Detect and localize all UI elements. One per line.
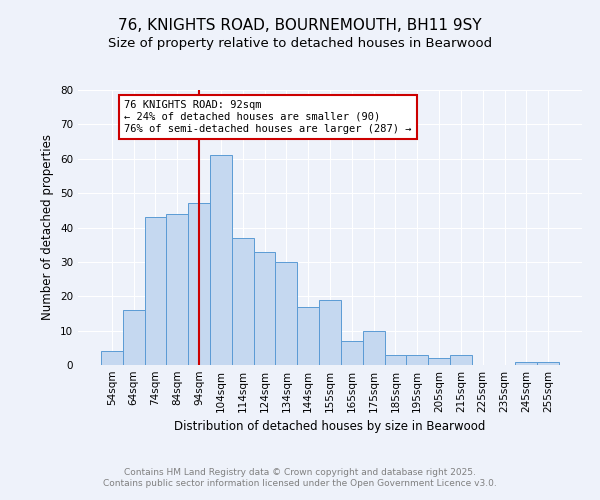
- X-axis label: Distribution of detached houses by size in Bearwood: Distribution of detached houses by size …: [175, 420, 485, 434]
- Bar: [210, 156, 232, 365]
- Bar: [537, 362, 559, 365]
- Y-axis label: Number of detached properties: Number of detached properties: [41, 134, 55, 320]
- Bar: [123, 310, 145, 365]
- Bar: [319, 300, 341, 365]
- Bar: [232, 238, 254, 365]
- Bar: [385, 354, 406, 365]
- Bar: [428, 358, 450, 365]
- Bar: [363, 330, 385, 365]
- Bar: [515, 362, 537, 365]
- Bar: [145, 217, 166, 365]
- Bar: [406, 354, 428, 365]
- Text: Size of property relative to detached houses in Bearwood: Size of property relative to detached ho…: [108, 38, 492, 51]
- Bar: [341, 341, 363, 365]
- Bar: [188, 204, 210, 365]
- Bar: [450, 354, 472, 365]
- Bar: [101, 351, 123, 365]
- Bar: [166, 214, 188, 365]
- Bar: [275, 262, 297, 365]
- Text: Contains HM Land Registry data © Crown copyright and database right 2025.
Contai: Contains HM Land Registry data © Crown c…: [103, 468, 497, 487]
- Bar: [254, 252, 275, 365]
- Text: 76, KNIGHTS ROAD, BOURNEMOUTH, BH11 9SY: 76, KNIGHTS ROAD, BOURNEMOUTH, BH11 9SY: [118, 18, 482, 32]
- Text: 76 KNIGHTS ROAD: 92sqm
← 24% of detached houses are smaller (90)
76% of semi-det: 76 KNIGHTS ROAD: 92sqm ← 24% of detached…: [124, 100, 412, 134]
- Bar: [297, 306, 319, 365]
